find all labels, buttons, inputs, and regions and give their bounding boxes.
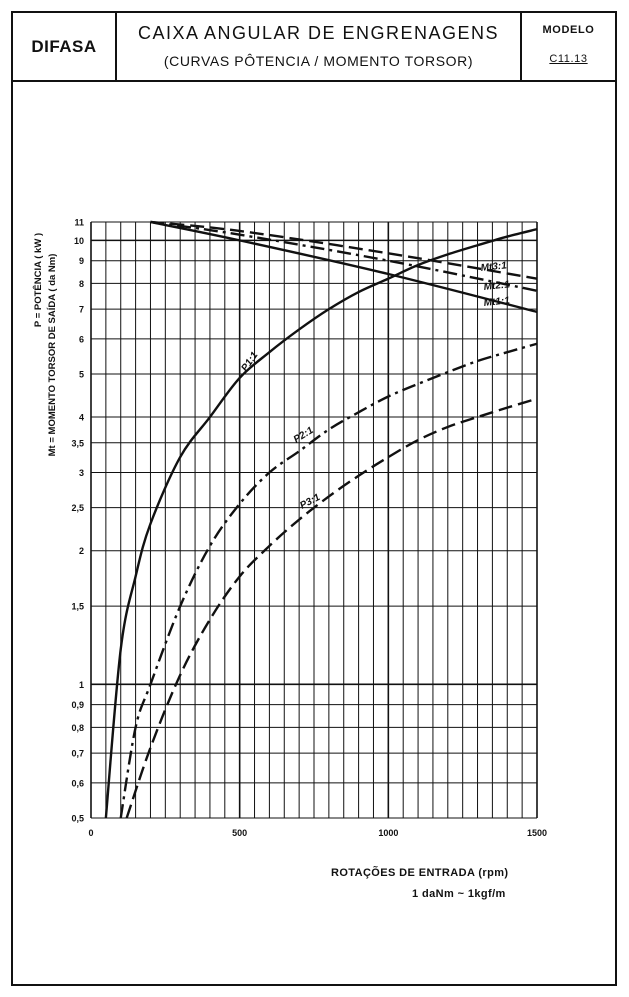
y-tick-label: 6	[79, 334, 84, 344]
series-line-p3-1	[125, 397, 538, 819]
y-tick-label: 2	[79, 546, 84, 556]
y-tick-label: 11	[74, 218, 84, 228]
x-tick-label: 1000	[378, 828, 398, 838]
chart-title: CAIXA ANGULAR DE ENGRENAGENS	[137, 23, 500, 43]
series-line-mt2-1	[150, 220, 538, 292]
x-tick-label: 1500	[527, 828, 547, 838]
brand-logo: DIFASA	[13, 13, 117, 80]
y-axis-label-power: P = POTÊNCIA ( kW )	[32, 233, 44, 327]
unit-note: 1 daNm ~ 1kgf/m	[412, 888, 506, 900]
series-line-mt1-1	[150, 220, 538, 314]
y-tick-label: 0,5	[71, 814, 84, 824]
series-line-p2-1	[119, 342, 538, 819]
x-tick-label: 500	[232, 828, 247, 838]
drawing-sheet: DIFASA CAIXA ANGULAR DE ENGRENAGENS (CUR…	[11, 11, 617, 986]
y-tick-label: 9	[79, 256, 84, 266]
series-label: Mt1:1	[483, 295, 511, 309]
y-tick-label: 2,5	[71, 503, 84, 513]
series-line-p1-1	[104, 227, 538, 819]
series-label: Mt2:1	[483, 279, 511, 293]
series-line-mt3-1	[150, 220, 538, 280]
series-label: P3:1	[298, 492, 322, 512]
y-tick-label: 0,9	[71, 700, 84, 710]
y-tick-label: 3	[79, 468, 84, 478]
y-tick-label: 7	[79, 305, 84, 315]
y-tick-label: 8	[79, 279, 84, 289]
y-tick-label: 5	[79, 370, 84, 380]
y-tick-label: 1,5	[71, 602, 84, 612]
x-tick-label: 0	[88, 828, 93, 838]
model-value: C11.13	[549, 53, 588, 65]
x-axis-label: ROTAÇÕES DE ENTRADA (rpm)	[331, 867, 509, 879]
y-tick-label: 4	[79, 413, 84, 423]
title-box: CAIXA ANGULAR DE ENGRENAGENS (CURVAS PÔT…	[117, 13, 522, 80]
model-label: MODELO	[542, 24, 595, 36]
model-box: MODELO C11.13	[522, 13, 615, 80]
y-tick-label: 0,8	[71, 723, 84, 733]
y-tick-label: 3,5	[71, 438, 84, 448]
title-block: DIFASA CAIXA ANGULAR DE ENGRENAGENS (CUR…	[13, 13, 615, 82]
series-label: Mt3:1	[480, 260, 508, 274]
chart-subtitle: (CURVAS PÔTENCIA / MOMENTO TORSOR)	[163, 53, 474, 69]
y-tick-label: 1	[79, 680, 84, 690]
y-tick-label: 0,6	[71, 778, 84, 788]
y-tick-label: 0,7	[71, 749, 84, 759]
y-tick-label: 10	[74, 236, 84, 246]
y-axis-label-torque: Mt = MOMENTO TORSOR DE SAÍDA ( da Nm)	[47, 254, 58, 457]
